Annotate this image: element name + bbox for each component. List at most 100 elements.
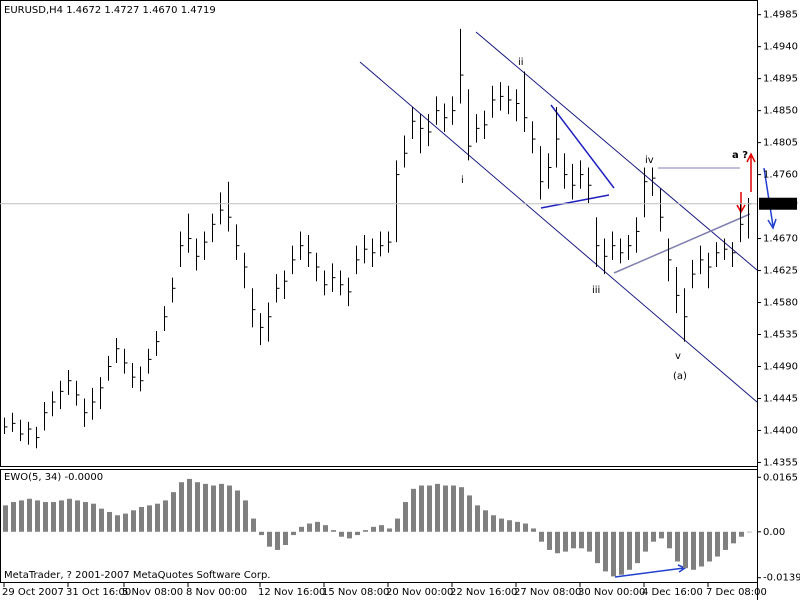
wave-label: iii <box>592 285 600 296</box>
indicator-title: EWO(5, 34) -0.0000 <box>4 472 103 483</box>
histogram-bar <box>459 487 464 532</box>
histogram-bar <box>75 500 80 532</box>
histogram-bar <box>555 531 560 554</box>
histogram-bar <box>155 503 160 532</box>
y-tick-label: 1.4625 <box>763 266 798 277</box>
histogram-bar <box>123 513 128 532</box>
histogram-bar <box>683 531 688 569</box>
histogram-bar <box>339 531 344 537</box>
histogram-bar <box>643 531 648 552</box>
x-tick-label: 7 Dec 08:00 <box>706 587 767 598</box>
histogram-bar <box>435 483 440 532</box>
histogram-bar <box>675 531 680 562</box>
histogram-bar <box>91 503 96 532</box>
x-tick-label: 30 Nov 00:00 <box>578 587 645 598</box>
histogram-bar <box>451 485 456 532</box>
histogram-bar <box>595 531 600 564</box>
y-tick-label: 1.4400 <box>763 425 798 436</box>
histogram-bar <box>219 483 224 532</box>
histogram-bar <box>395 518 400 532</box>
histogram-bar <box>283 531 288 545</box>
histogram-bar <box>539 531 544 542</box>
histogram-bar <box>707 531 712 562</box>
histogram-bar <box>291 531 296 536</box>
histogram-bar <box>627 531 632 570</box>
y-tick-label: 0.00 <box>763 527 785 538</box>
histogram-bar <box>579 531 584 549</box>
x-tick-label: 8 Nov 00:00 <box>186 587 247 598</box>
histogram-bar <box>179 482 184 532</box>
histogram-bar <box>427 485 432 532</box>
histogram-bar <box>659 531 664 539</box>
x-tick-label: 29 Oct 2007 <box>2 587 64 598</box>
wedge-line <box>613 213 751 274</box>
y-tick-label: 1.4355 <box>763 457 798 468</box>
histogram-bar <box>211 485 216 532</box>
channel-lower <box>359 61 758 403</box>
histogram-bar <box>491 515 496 532</box>
histogram-bar <box>731 531 736 544</box>
histogram-bar <box>19 500 24 532</box>
wave-label: iv <box>645 155 654 166</box>
histogram-bar <box>131 510 136 532</box>
arrow-blue <box>763 167 777 230</box>
histogram-bar <box>307 523 312 532</box>
histogram-bar <box>227 485 232 532</box>
y-tick-label: 1.4805 <box>763 138 798 149</box>
histogram-bar <box>195 482 200 532</box>
histogram-bar <box>699 531 704 567</box>
wave-label: ii <box>518 57 524 68</box>
x-tick-label: 22 Nov 16:00 <box>450 587 517 598</box>
histogram-bar <box>59 500 64 532</box>
histogram-bar <box>67 498 72 532</box>
histogram-bar <box>443 485 448 532</box>
histogram-bar <box>747 531 752 533</box>
y-tick-label: 0.0165 <box>763 472 798 483</box>
histogram-bar <box>739 531 744 537</box>
histogram-bar <box>483 510 488 532</box>
y-tick-label: 1.4985 <box>763 10 798 21</box>
histogram-bar <box>11 502 16 532</box>
histogram-bar <box>475 505 480 532</box>
y-tick-label: 1.4850 <box>763 106 798 117</box>
histogram-bar <box>99 508 104 532</box>
histogram-bar <box>523 523 528 532</box>
histogram-bar <box>147 505 152 532</box>
histogram-bar <box>243 500 248 532</box>
histogram-bar <box>723 531 728 550</box>
y-tick-label: 1.4580 <box>763 298 798 309</box>
wave-label: v <box>675 351 681 362</box>
histogram-bar <box>547 531 552 550</box>
histogram-bar <box>611 531 616 577</box>
histogram-bar <box>411 488 416 532</box>
histogram-bar <box>43 502 48 532</box>
histogram-bar <box>163 500 168 532</box>
histogram-bar <box>235 490 240 532</box>
histogram-bar <box>419 485 424 532</box>
histogram-bar <box>691 531 696 570</box>
price-label: 1.4719 <box>763 199 798 210</box>
x-tick-label: 20 Nov 00:00 <box>386 587 453 598</box>
histogram-bar <box>107 511 112 532</box>
histogram-bar <box>387 528 392 532</box>
wave-label: (a) <box>673 371 687 382</box>
x-tick-label: 5 Nov 08:00 <box>122 587 183 598</box>
histogram-bar <box>363 530 368 532</box>
histogram-bar <box>531 528 536 532</box>
histogram-bar <box>187 478 192 532</box>
x-tick-label: 4 Dec 16:00 <box>642 587 703 598</box>
histogram-bar <box>355 531 360 536</box>
histogram-bar <box>379 525 384 532</box>
histogram-bar <box>403 502 408 532</box>
histogram-bar <box>619 531 624 575</box>
y-tick-label: 1.4940 <box>763 42 798 53</box>
histogram-bar <box>27 498 32 532</box>
histogram-bar <box>715 531 720 557</box>
histogram-bar <box>507 520 512 532</box>
triangle-lower <box>540 194 610 209</box>
histogram-bar <box>563 531 568 552</box>
wave-label: a ? <box>732 150 748 161</box>
